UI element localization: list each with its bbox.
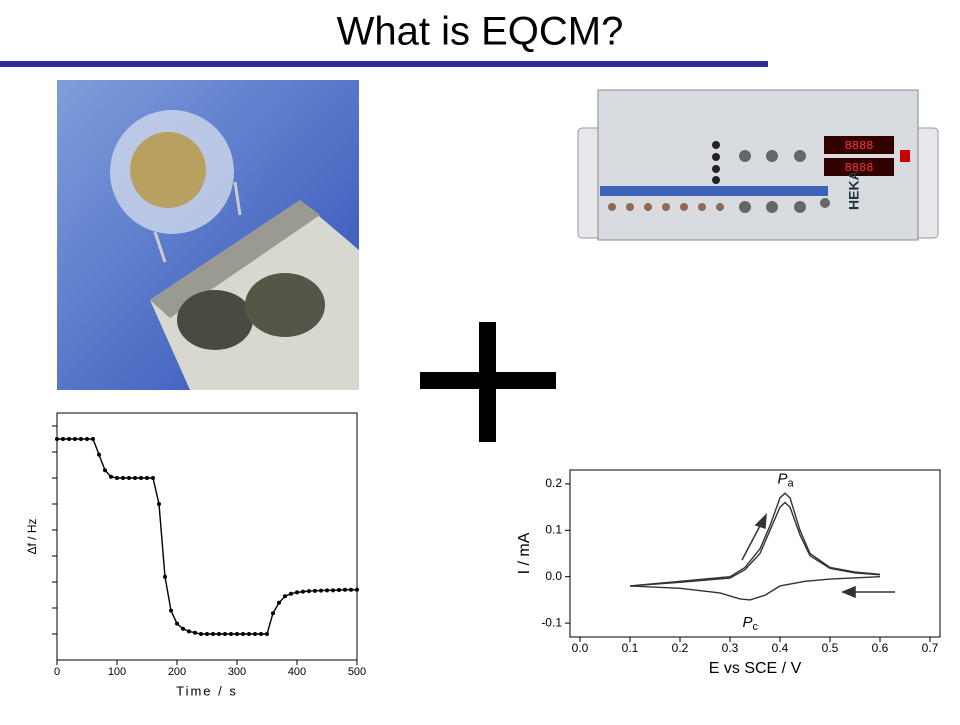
data-point	[325, 588, 329, 593]
x-axis-label: Time / s	[176, 683, 238, 698]
y-tick-label: 0.0	[545, 569, 562, 583]
x-tick-label: 0.3	[722, 641, 739, 655]
annotation-subscript: c	[753, 621, 759, 633]
data-point	[157, 502, 161, 506]
x-tick-label: 300	[228, 666, 246, 678]
svg-text:8888: 8888	[845, 161, 874, 175]
data-point	[331, 588, 335, 593]
data-point	[193, 630, 197, 635]
x-tick-label: 0.4	[772, 641, 789, 655]
y-axis-label: Δf / Hz	[25, 518, 39, 554]
x-tick-label: 0.2	[672, 641, 689, 655]
data-line	[629, 501, 881, 587]
data-point	[169, 608, 173, 613]
data-point	[283, 594, 287, 599]
data-point	[295, 590, 299, 595]
data-point	[259, 632, 263, 636]
data-point	[319, 588, 323, 593]
data-point	[115, 476, 119, 480]
data-point	[175, 621, 179, 626]
data-point	[355, 587, 359, 592]
data-point	[235, 632, 239, 636]
plot-frame	[569, 469, 941, 638]
data-point	[139, 476, 143, 480]
y-tick-label: 0.1	[545, 522, 562, 536]
data-point	[91, 437, 95, 441]
annotation-text: P	[743, 614, 753, 631]
x-tick-label: 100	[108, 666, 126, 678]
data-point	[79, 437, 83, 441]
data-point	[217, 632, 221, 636]
data-point	[247, 632, 251, 636]
plus-sign	[420, 322, 556, 442]
x-axis-label: E vs SCE / V	[709, 660, 802, 677]
data-point	[199, 632, 203, 636]
data-point	[61, 437, 65, 441]
data-point	[133, 476, 137, 480]
data-point	[85, 437, 89, 441]
data-point	[55, 437, 59, 441]
data-point	[349, 587, 353, 592]
data-point	[109, 474, 113, 479]
data-point	[307, 589, 311, 594]
data-line	[629, 575, 881, 601]
data-point	[343, 587, 347, 592]
data-point	[67, 437, 71, 441]
data-line	[57, 438, 357, 635]
annotation: Pa	[778, 470, 795, 489]
data-point	[97, 452, 101, 457]
instrument-photo: 8888 8888 HEKA	[577, 89, 939, 241]
x-tick-label: 500	[348, 666, 366, 678]
plot-frame	[56, 412, 358, 661]
scan-arrows	[741, 513, 895, 599]
data-point	[253, 632, 257, 636]
x-tick-label: 0.0	[572, 641, 589, 655]
data-point	[223, 632, 227, 636]
data-point	[145, 476, 149, 480]
data-point	[211, 632, 215, 636]
data-point	[337, 588, 341, 593]
data-point	[241, 632, 245, 636]
annotation-subscript: a	[788, 477, 795, 489]
data-point	[187, 629, 191, 634]
data-point	[265, 632, 269, 636]
data-point	[313, 588, 317, 593]
annotation: Pc	[743, 614, 759, 633]
data-point	[229, 632, 233, 636]
title-underline	[0, 61, 768, 67]
x-tick-label: 0	[54, 666, 60, 678]
data-point	[121, 476, 125, 480]
data-point	[181, 626, 185, 631]
data-point	[163, 574, 167, 579]
x-tick-label: 0.7	[922, 641, 939, 655]
data-point	[103, 468, 107, 473]
y-axis-label: I / mA	[516, 532, 533, 574]
data-point	[73, 437, 77, 441]
data-point	[127, 476, 131, 480]
x-tick-label: 200	[168, 666, 186, 678]
data-point	[271, 611, 275, 616]
svg-text:8888: 8888	[845, 139, 874, 153]
x-tick-label: 400	[288, 666, 306, 678]
x-tick-label: 0.6	[872, 641, 889, 655]
annotation-text: P	[778, 470, 788, 487]
x-tick-label: 0.5	[822, 641, 839, 655]
y-tick-label: 0.2	[545, 476, 562, 490]
y-tick-label: -0.1	[541, 615, 562, 629]
x-tick-label: 0.1	[622, 641, 639, 655]
data-point	[289, 591, 293, 596]
crystal-photo	[57, 80, 359, 390]
data-point	[277, 600, 281, 605]
data-point	[151, 476, 155, 480]
data-point	[301, 589, 305, 594]
data-line	[629, 492, 881, 587]
data-point	[205, 632, 209, 636]
instrument-brand: HEKA	[846, 170, 862, 210]
slide-title: What is EQCM?	[337, 10, 624, 54]
